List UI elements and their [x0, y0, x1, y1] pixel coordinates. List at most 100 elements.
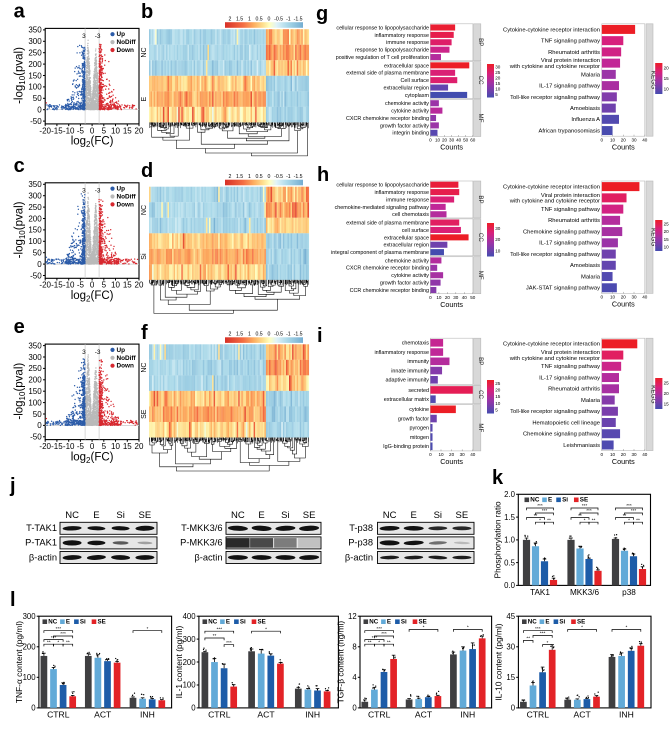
svg-text:ACT: ACT — [574, 709, 592, 719]
svg-text:Chemokine signaling pathway: Chemokine signaling pathway — [523, 230, 600, 236]
svg-text:c: c — [14, 155, 25, 177]
svg-text:extracellular space: extracellular space — [384, 63, 429, 69]
svg-text:k: k — [492, 467, 504, 489]
svg-text:*: * — [467, 625, 469, 631]
svg-text:SE: SE — [577, 619, 585, 626]
svg-text:i: i — [317, 325, 323, 347]
svg-text:NC: NC — [383, 510, 397, 521]
svg-text:**: ** — [636, 517, 640, 523]
svg-text:3: 3 — [82, 349, 86, 356]
svg-text:ACT: ACT — [257, 709, 275, 719]
svg-text:***: *** — [226, 640, 232, 646]
svg-text:E: E — [93, 510, 99, 521]
svg-text:0: 0 — [267, 16, 270, 22]
svg-text:40: 40 — [642, 452, 648, 457]
svg-text:**: ** — [387, 639, 391, 645]
svg-text:CTRL: CTRL — [368, 709, 391, 719]
svg-text:0: 0 — [429, 138, 432, 143]
svg-text:-50: -50 — [30, 433, 42, 442]
svg-text:15: 15 — [123, 281, 132, 290]
svg-text:CCR chemokine receptor binding: CCR chemokine receptor binding — [350, 288, 429, 294]
svg-text:NC: NC — [231, 510, 245, 521]
svg-text:NC: NC — [530, 497, 540, 504]
svg-text:-3: -3 — [95, 349, 101, 356]
svg-text:10: 10 — [495, 248, 501, 253]
svg-text:-0.5: -0.5 — [274, 174, 283, 180]
svg-text:external side of plasma membra: external side of plasma membrane — [346, 221, 429, 227]
svg-text:15: 15 — [664, 401, 670, 406]
svg-text:300: 300 — [28, 353, 42, 362]
svg-text:KEGG: KEGG — [649, 71, 656, 89]
svg-text:*: * — [581, 625, 583, 631]
svg-text:***: *** — [535, 626, 541, 632]
svg-text:b: b — [141, 1, 153, 23]
svg-text:Cytokine-cytokine receptor int: Cytokine-cytokine receptor interaction — [503, 342, 600, 348]
svg-text:5: 5 — [495, 408, 498, 413]
svg-text:E: E — [141, 96, 148, 101]
svg-text:20: 20 — [621, 295, 627, 300]
svg-text:**: ** — [578, 513, 582, 519]
svg-text:P-TAK1: P-TAK1 — [25, 538, 57, 548]
svg-text:SE: SE — [456, 510, 469, 521]
svg-text:0: 0 — [31, 704, 36, 713]
svg-text:10: 10 — [664, 86, 670, 91]
svg-text:0: 0 — [601, 137, 604, 142]
svg-text:Toll-like receptor signaling p: Toll-like receptor signaling pathway — [510, 252, 600, 258]
svg-text:Amoebiasis: Amoebiasis — [570, 263, 600, 269]
svg-text:IL-17 signaling pathway: IL-17 signaling pathway — [539, 241, 600, 247]
svg-text:40: 40 — [456, 138, 462, 143]
svg-text:20: 20 — [664, 66, 670, 71]
svg-text:*: * — [378, 639, 380, 645]
svg-text:Up: Up — [117, 347, 126, 354]
svg-text:20: 20 — [664, 391, 670, 396]
svg-text:-50: -50 — [30, 271, 42, 280]
svg-text:-1: -1 — [286, 174, 291, 180]
svg-text:TNF signaling pathway: TNF signaling pathway — [541, 364, 600, 370]
svg-text:BP: BP — [477, 357, 484, 365]
svg-text:1.0: 1.0 — [504, 536, 516, 545]
svg-text:30: 30 — [506, 643, 515, 652]
svg-text:0: 0 — [267, 174, 270, 180]
svg-text:innate immunity: innate immunity — [391, 368, 429, 374]
svg-text:with cytokine and cytokine rec: with cytokine and cytokine receptor — [509, 199, 600, 205]
svg-text:0.5: 0.5 — [255, 332, 262, 338]
svg-text:SE: SE — [419, 619, 427, 626]
svg-text:10: 10 — [495, 87, 501, 92]
svg-text:P-MKK3/6: P-MKK3/6 — [180, 538, 222, 548]
svg-text:Malaria: Malaria — [581, 398, 601, 404]
svg-text:extracellular region: extracellular region — [383, 243, 429, 249]
svg-text:***: *** — [51, 635, 57, 641]
svg-text:300: 300 — [183, 635, 197, 644]
svg-text:INH: INH — [305, 709, 320, 719]
svg-text:chemokine-mediated signaling p: chemokine-mediated signaling pathway — [335, 205, 430, 211]
svg-text:0: 0 — [511, 704, 516, 713]
svg-text:***: *** — [537, 503, 543, 509]
svg-text:**: ** — [213, 633, 217, 639]
svg-text:E: E — [226, 619, 230, 626]
svg-text:0.5: 0.5 — [504, 558, 516, 567]
svg-text:25: 25 — [495, 381, 501, 386]
svg-text:chemokine activity: chemokine activity — [385, 258, 429, 264]
svg-text:immune response: immune response — [386, 40, 429, 46]
svg-text:5: 5 — [102, 281, 107, 290]
svg-text:Si: Si — [141, 253, 148, 260]
svg-text:350: 350 — [28, 26, 42, 35]
svg-text:50: 50 — [470, 295, 476, 300]
svg-text:150: 150 — [28, 71, 42, 80]
svg-text:-1.5: -1.5 — [294, 174, 303, 180]
svg-text:0.5: 0.5 — [255, 174, 262, 180]
svg-text:p38: p38 — [622, 588, 636, 597]
svg-text:0: 0 — [37, 260, 42, 269]
svg-text:MF: MF — [477, 114, 484, 123]
svg-text:β-actin: β-actin — [194, 552, 222, 562]
svg-text:INH: INH — [140, 709, 155, 719]
svg-text:-log10(pval): -log10(pval) — [14, 201, 28, 258]
svg-text:TAK1: TAK1 — [530, 588, 550, 597]
svg-text:Rheumatoid arthritis: Rheumatoid arthritis — [548, 387, 600, 393]
svg-text:IL-10 content (pg/ml): IL-10 content (pg/ml) — [493, 623, 503, 700]
svg-text:h: h — [317, 164, 329, 186]
svg-text:300: 300 — [23, 612, 37, 621]
svg-text:adaptive immunity: adaptive immunity — [386, 378, 430, 384]
svg-text:8: 8 — [352, 643, 356, 652]
svg-text:TGF-β content (ng/ml): TGF-β content (ng/ml) — [335, 621, 345, 704]
